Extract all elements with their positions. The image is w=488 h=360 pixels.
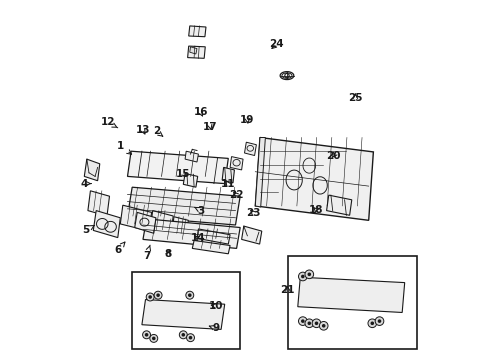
Polygon shape	[185, 151, 198, 162]
Polygon shape	[134, 212, 156, 233]
Circle shape	[374, 317, 383, 325]
Text: 15: 15	[176, 168, 190, 179]
Circle shape	[149, 334, 158, 342]
Text: 25: 25	[347, 93, 362, 103]
Circle shape	[152, 337, 155, 340]
Text: 10: 10	[208, 301, 223, 311]
Polygon shape	[88, 191, 109, 216]
Circle shape	[301, 275, 304, 278]
Text: 5: 5	[81, 225, 94, 235]
Circle shape	[305, 319, 313, 328]
Circle shape	[311, 319, 320, 328]
Text: 7: 7	[142, 245, 150, 261]
Text: 21: 21	[280, 285, 294, 295]
Polygon shape	[244, 142, 256, 156]
Circle shape	[307, 273, 310, 276]
Text: 13: 13	[136, 125, 150, 135]
Bar	[132, 272, 240, 349]
Text: 16: 16	[193, 107, 207, 117]
Polygon shape	[142, 300, 224, 329]
Text: 19: 19	[240, 114, 254, 125]
Circle shape	[301, 319, 304, 323]
Polygon shape	[326, 195, 351, 215]
Text: 12: 12	[100, 117, 118, 128]
Text: 4: 4	[81, 179, 91, 189]
Circle shape	[142, 331, 150, 339]
Polygon shape	[187, 46, 205, 58]
Text: 2: 2	[152, 126, 163, 136]
Polygon shape	[255, 138, 265, 207]
Circle shape	[148, 295, 152, 299]
Polygon shape	[150, 211, 173, 236]
Circle shape	[298, 317, 306, 325]
Polygon shape	[84, 159, 100, 181]
Circle shape	[181, 333, 185, 337]
Polygon shape	[120, 205, 151, 231]
Polygon shape	[241, 226, 261, 244]
Polygon shape	[255, 138, 373, 220]
Circle shape	[186, 334, 194, 342]
Circle shape	[305, 270, 313, 279]
Circle shape	[370, 321, 373, 325]
Polygon shape	[188, 26, 205, 37]
Text: 17: 17	[203, 122, 217, 132]
Polygon shape	[127, 187, 240, 225]
Circle shape	[187, 293, 191, 297]
Polygon shape	[297, 277, 404, 312]
Circle shape	[319, 321, 327, 330]
Polygon shape	[189, 47, 197, 54]
Circle shape	[377, 319, 381, 323]
Circle shape	[321, 324, 325, 328]
Text: 8: 8	[164, 249, 171, 259]
Circle shape	[188, 336, 192, 339]
Circle shape	[314, 321, 318, 325]
Text: 11: 11	[221, 179, 235, 189]
Circle shape	[298, 272, 306, 281]
Polygon shape	[197, 229, 230, 244]
Circle shape	[179, 331, 187, 339]
Polygon shape	[192, 240, 230, 254]
Bar	[288, 256, 416, 349]
Polygon shape	[230, 157, 243, 170]
Text: 3: 3	[194, 206, 204, 216]
Text: 6: 6	[114, 242, 124, 255]
Text: 24: 24	[269, 39, 284, 49]
Text: 18: 18	[308, 204, 323, 215]
Polygon shape	[93, 211, 120, 238]
Circle shape	[154, 291, 162, 299]
Circle shape	[307, 321, 310, 325]
Text: 9: 9	[209, 323, 219, 333]
Text: 23: 23	[246, 208, 260, 218]
Text: 14: 14	[191, 233, 205, 243]
Circle shape	[146, 293, 154, 301]
Polygon shape	[183, 174, 197, 187]
Text: 1: 1	[117, 141, 131, 154]
Text: 22: 22	[229, 190, 244, 200]
Text: 20: 20	[326, 150, 340, 161]
Circle shape	[185, 291, 193, 299]
Circle shape	[144, 333, 148, 337]
Polygon shape	[127, 151, 228, 184]
Circle shape	[367, 319, 376, 328]
Polygon shape	[142, 219, 240, 248]
Polygon shape	[171, 217, 188, 237]
Circle shape	[156, 293, 160, 297]
Polygon shape	[222, 167, 234, 183]
